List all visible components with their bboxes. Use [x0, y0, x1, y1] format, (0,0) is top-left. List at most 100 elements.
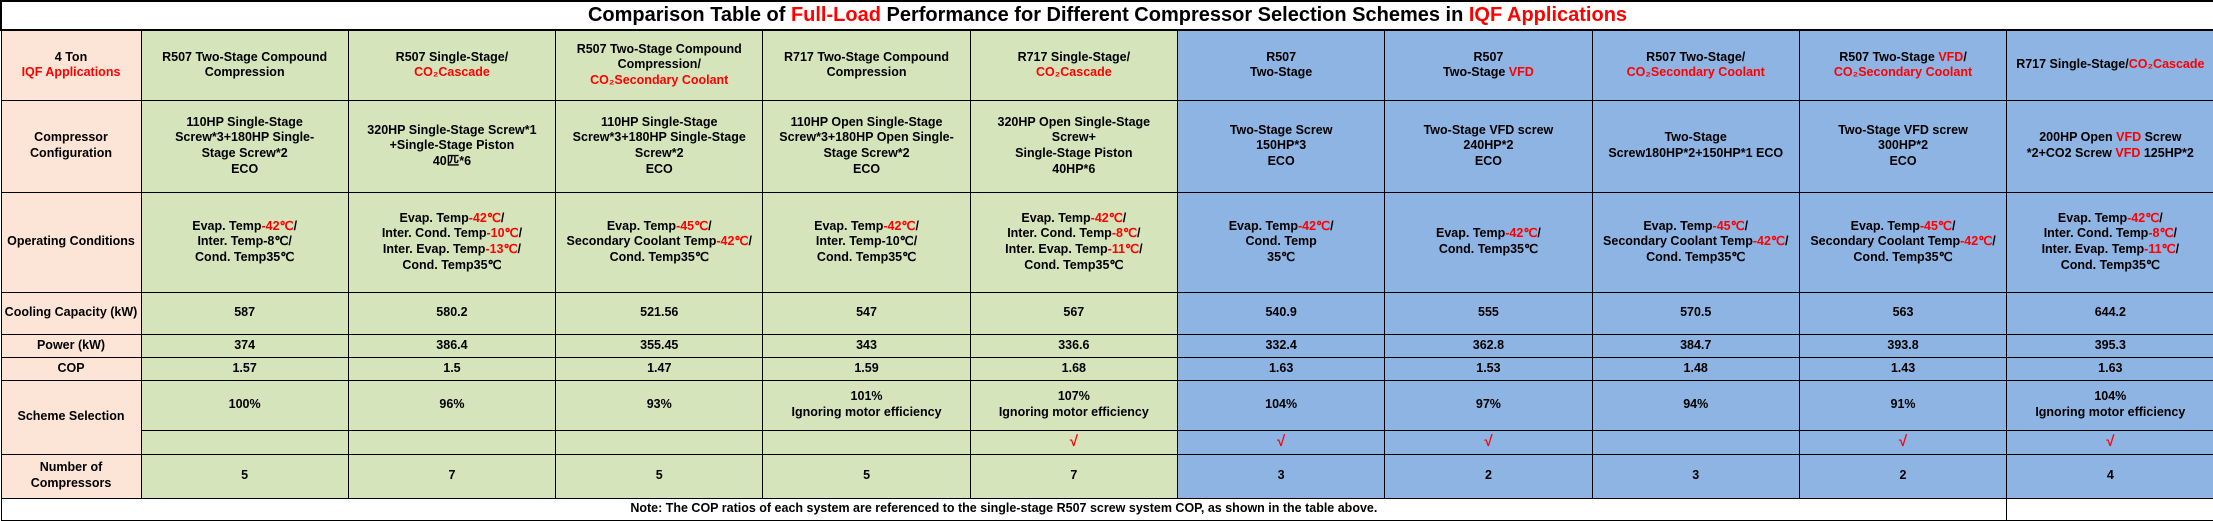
- cop-row: COP 1.57 1.5 1.47 1.59 1.68 1.63 1.53 1.48 1.43 1.…: [0, 356, 2213, 381]
- column-header-9: R507 Two-Stage VFD/CO₂Secondary Coolant: [1798, 29, 2008, 101]
- cell-text: /: [517, 242, 522, 256]
- cell-text: Inter. Evap. Temp: [1005, 242, 1108, 256]
- cell-text: Two-Stage: [1249, 65, 1313, 80]
- scheme-check-cell-8: [1591, 429, 1800, 455]
- red-highlight-text: -11℃: [1107, 242, 1140, 256]
- cell-text: 35℃: [1267, 249, 1296, 264]
- power-cell-6: 332.4: [1176, 333, 1386, 358]
- row-label-cop: COP: [0, 356, 142, 381]
- cell-text: 300HP*2: [1878, 138, 1929, 153]
- red-highlight-text: CO₂Secondary Coolant: [1833, 65, 1973, 80]
- cop-cell-8: 1.48: [1591, 356, 1800, 381]
- scheme-check-cell-10: √: [2006, 429, 2213, 455]
- note-text: Note: The COP ratios of each system are …: [0, 497, 2008, 521]
- cell-text: Cond. Temp35℃: [609, 249, 709, 264]
- config-cell-3: 110HP Single-Stage Screw*3+180HP Single-S…: [555, 99, 764, 193]
- power-row: Power (kW) 374 386.4 355.45 343 336.6 332.4 362…: [0, 333, 2213, 358]
- red-highlight-text: -45℃: [1919, 218, 1952, 233]
- cell-text: Inter. Temp-8℃/: [197, 234, 292, 249]
- red-highlight-text: -42℃: [261, 218, 294, 233]
- red-highlight-text: IQF Applications: [21, 65, 121, 80]
- conditions-cell-1: Evap. Temp-42℃/Inter. Temp-8℃/Cond. Temp…: [140, 191, 349, 293]
- compressor-count-cell-5: 7: [969, 453, 1178, 499]
- conditions-cell-7: Evap. Temp-42℃/Cond. Temp35℃: [1384, 191, 1593, 293]
- conditions-cell-9: Evap. Temp-45℃/Secondary Coolant Temp-42…: [1798, 191, 2008, 293]
- cell-text: 91%: [1890, 397, 1916, 412]
- red-highlight-text: -10℃: [486, 226, 519, 241]
- cell-text: Cond. Temp35℃: [1853, 249, 1953, 264]
- red-highlight-text: CO₂Cascade: [1035, 65, 1112, 80]
- config-cell-4: 110HP Open Single-Stage Screw*3+180HP Ope…: [762, 99, 971, 193]
- scheme-check-cell-2: [347, 429, 557, 455]
- red-highlight-text: -8℃: [1111, 226, 1137, 241]
- cooling-cell-8: 570.5: [1591, 291, 1800, 335]
- conditions-cell-4: Evap. Temp-42℃/Inter. Temp-10℃/Cond. Tem…: [762, 191, 971, 293]
- cop-cell-2: 1.5: [347, 356, 557, 381]
- config-cell-9: Two-Stage VFD screw 300HP*2 ECO: [1798, 99, 2008, 193]
- cell-text: /: [500, 210, 505, 225]
- cell-text: Two-Stage: [1443, 65, 1509, 80]
- row-label-power: Power (kW): [0, 333, 142, 358]
- cop-cell-10: 1.63: [2006, 356, 2213, 381]
- compressor-count-cell-8: 3: [1591, 453, 1800, 499]
- column-header-3: R507 Two-Stage Compound Compression/CO₂Se…: [555, 29, 764, 101]
- cell-text: 200HP Open: [2039, 130, 2117, 145]
- compressor-configuration-row: Compressor Configuration 110HP Single-Sta…: [0, 99, 2213, 193]
- cell-text: /: [1992, 234, 1996, 249]
- checkmark-icon: √: [1277, 432, 1286, 450]
- cell-text: Evap. Temp: [1850, 218, 1920, 233]
- red-highlight-text: -42℃: [468, 210, 501, 225]
- cooling-cell-5: 567: [969, 291, 1178, 335]
- config-cell-7: Two-Stage VFD screw 240HP*2 ECO: [1384, 99, 1593, 193]
- cop-cell-3: 1.47: [555, 356, 764, 381]
- cell-text: 4 Ton: [54, 49, 88, 64]
- column-header-5: R717 Single-Stage/CO₂Cascade: [969, 29, 1178, 101]
- power-cell-8: 384.7: [1591, 333, 1800, 358]
- red-highlight-text: -45℃: [1712, 218, 1745, 233]
- cell-text: 96%: [439, 397, 465, 412]
- cell-text: 101%: [850, 389, 883, 404]
- cell-text: /: [1330, 218, 1334, 233]
- cell-text: Evap. Temp: [1228, 218, 1298, 233]
- cell-text: 150HP*3: [1256, 138, 1307, 153]
- cell-text: Inter. Temp-10℃/: [815, 234, 918, 249]
- scheme-percentage-cell-6: 104%: [1176, 379, 1386, 431]
- red-highlight-text: -42℃: [1752, 234, 1785, 249]
- cell-text: Inter. Cond. Temp: [1007, 226, 1112, 241]
- cell-text: 97%: [1475, 397, 1501, 412]
- cell-text: Secondary Coolant Temp: [566, 234, 717, 249]
- cell-text: /: [1139, 242, 1143, 256]
- cell-text: Ignoring motor efficiency: [998, 405, 1149, 419]
- cell-text: Cond. Temp35℃: [195, 249, 295, 264]
- cell-text: /: [1951, 218, 1956, 233]
- column-header-8: R507 Two-Stage/CO₂Secondary Coolant: [1591, 29, 1800, 101]
- cell-text: /: [293, 218, 298, 233]
- cell-text: Inter. Cond. Temp: [2043, 226, 2149, 241]
- red-highlight-text: -42℃: [1090, 210, 1123, 225]
- red-highlight-text: VFD: [1938, 49, 1964, 64]
- cell-text: R507 Two-Stage Compound: [162, 49, 328, 64]
- scheme-check-cell-5: √: [969, 429, 1178, 455]
- cell-text: Comparison Table of: [587, 4, 791, 26]
- cell-text: R717 Single-Stage/: [1017, 49, 1131, 64]
- cell-text: /: [1136, 226, 1141, 241]
- cell-text: Cond. Temp35℃: [1646, 249, 1746, 264]
- red-highlight-text: -42℃: [716, 234, 749, 249]
- cell-text: 125HP*2: [2140, 146, 2194, 160]
- cell-text: Secondary Coolant Temp: [1603, 234, 1753, 249]
- red-highlight-text: -42℃: [2127, 210, 2160, 225]
- cell-text: 93%: [646, 397, 672, 412]
- cooling-cell-7: 555: [1384, 291, 1593, 335]
- red-highlight-text: VFD: [2115, 146, 2141, 160]
- cell-text: Ignoring motor efficiency: [791, 405, 942, 419]
- cooling-cell-3: 521.56: [555, 291, 764, 335]
- cell-text: R507: [1473, 49, 1504, 64]
- cooling-capacity-row: Cooling Capacity (kW) 587 580.2 521.56 547 56…: [0, 291, 2213, 335]
- compressor-count-cell-4: 5: [762, 453, 971, 499]
- compressor-count-cell-9: 2: [1798, 453, 2008, 499]
- config-cell-5: 320HP Open Single-Stage Screw+ Single-Stag…: [969, 99, 1178, 193]
- cop-cell-5: 1.68: [969, 356, 1178, 381]
- cell-text: Evap. Temp: [2057, 210, 2128, 225]
- power-cell-10: 395.3: [2006, 333, 2213, 358]
